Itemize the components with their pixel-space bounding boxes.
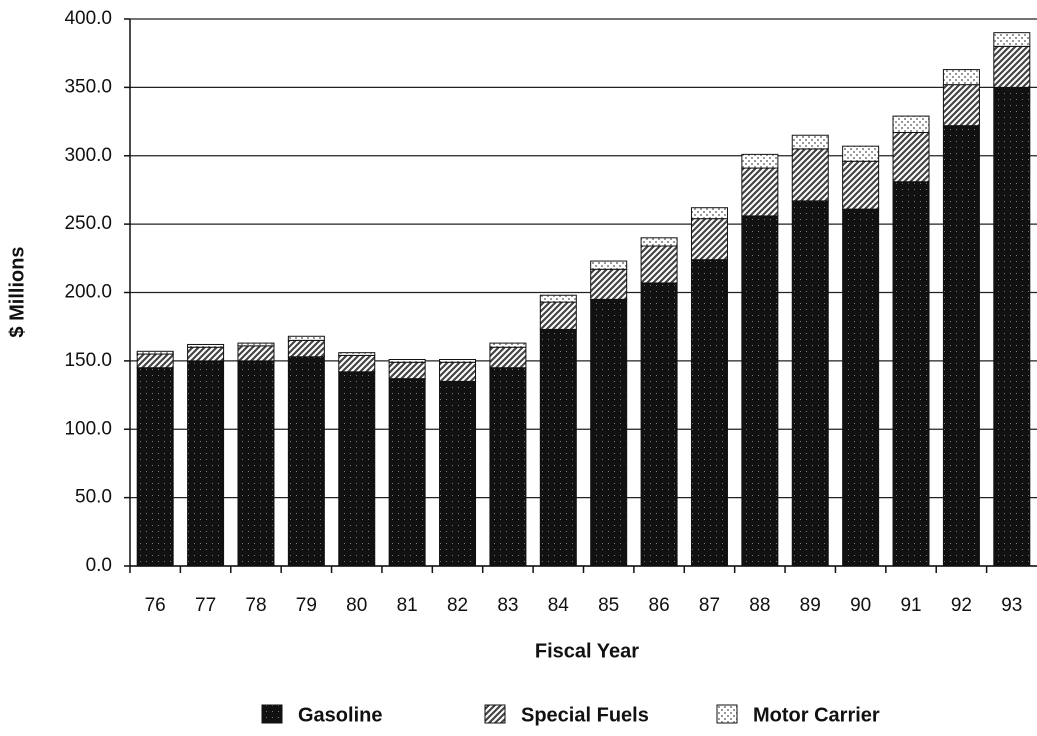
y-tick-label: 300.0: [64, 145, 112, 166]
bar-segment: [136, 367, 174, 567]
x-tick-label: 89: [800, 595, 821, 616]
bar-segment: [590, 260, 628, 270]
x-tick-label: 76: [145, 595, 166, 616]
bar-segment: [539, 328, 577, 567]
bar-segment: [489, 367, 527, 567]
x-axis-title: Fiscal Year: [535, 640, 639, 662]
x-tick-label: 93: [1001, 595, 1022, 616]
legend-swatch: [484, 704, 506, 724]
bar-segment: [942, 84, 980, 127]
x-tick-label: 78: [245, 595, 266, 616]
y-tick-label: 250.0: [64, 213, 112, 234]
bar-segment: [237, 342, 275, 347]
x-tick-label: 90: [850, 595, 871, 616]
bar-segment: [590, 268, 628, 300]
bar-segment: [136, 353, 174, 369]
bar-segment: [237, 360, 275, 567]
bar-segment: [439, 380, 477, 567]
x-tick-label: 92: [951, 595, 972, 616]
x-tick-label: 82: [447, 595, 468, 616]
bar-segment: [287, 335, 325, 341]
bar-segment: [338, 352, 376, 356]
bar-segment: [539, 301, 577, 330]
bar-segment: [388, 359, 426, 363]
y-tick-label: 100.0: [64, 418, 112, 439]
x-tick-label: 87: [699, 595, 720, 616]
legend-label: Gasoline: [298, 704, 382, 726]
x-tick-label: 86: [649, 595, 670, 616]
x-tick-label: 77: [195, 595, 216, 616]
bar-segment: [892, 115, 930, 134]
bar-segment: [690, 207, 728, 220]
bar-segment: [388, 361, 426, 380]
bar-segment: [741, 153, 779, 169]
bar-segment: [388, 378, 426, 567]
y-tick-label: 200.0: [64, 282, 112, 303]
bar-segment: [690, 218, 728, 261]
y-tick-label: 350.0: [64, 76, 112, 97]
bar-segment: [187, 360, 225, 567]
bar-segment: [338, 354, 376, 373]
bar-segment: [791, 134, 829, 150]
x-tick-label: 85: [598, 595, 619, 616]
x-tick-label: 83: [497, 595, 518, 616]
x-tick-label: 84: [548, 595, 570, 616]
bar-segment: [993, 86, 1031, 567]
bar-segment: [942, 125, 980, 567]
y-tick-label: 400.0: [64, 8, 112, 29]
bar-segment: [489, 346, 527, 369]
bar-segment: [791, 200, 829, 567]
x-tick-label: 80: [346, 595, 367, 616]
bar-segment: [489, 342, 527, 348]
legend-swatch: [716, 704, 738, 724]
bar-segment: [690, 259, 728, 567]
bar-segment: [287, 339, 325, 358]
bar-segment: [993, 45, 1031, 88]
bar-segment: [640, 245, 678, 284]
bar-segment: [741, 215, 779, 567]
bar-segment: [439, 361, 477, 382]
bar-segment: [287, 356, 325, 567]
legend-swatch: [261, 704, 283, 724]
bar-segment: [439, 359, 477, 363]
bar-segment: [993, 32, 1031, 47]
bar-segment: [136, 350, 174, 355]
bar-segment: [640, 282, 678, 567]
y-tick-label: 0.0: [86, 555, 112, 576]
bar-segment: [842, 145, 880, 162]
bar-segment: [237, 345, 275, 362]
bar-segment: [640, 237, 678, 247]
bar-segment: [187, 346, 225, 362]
bar-segment: [590, 298, 628, 567]
bar-segment: [892, 132, 930, 183]
y-tick-label: 150.0: [64, 350, 112, 371]
bar-segment: [338, 371, 376, 567]
legend-label: Motor Carrier: [753, 704, 880, 726]
bar-segment: [942, 69, 980, 86]
x-tick-label: 79: [296, 595, 317, 616]
bar-segment: [741, 167, 779, 217]
x-tick-label: 88: [749, 595, 770, 616]
bar-segment: [892, 181, 930, 567]
bar-segment: [842, 160, 880, 210]
bar-segment: [842, 208, 880, 567]
x-tick-label: 81: [397, 595, 418, 616]
y-tick-label: 50.0: [75, 487, 112, 508]
x-tick-label: 91: [900, 595, 921, 616]
bar-segment: [187, 343, 225, 348]
legend-label: Special Fuels: [521, 704, 649, 726]
bar-segment: [539, 294, 577, 303]
bar-segment: [791, 148, 829, 202]
y-axis-title: $ Millions: [6, 246, 28, 337]
